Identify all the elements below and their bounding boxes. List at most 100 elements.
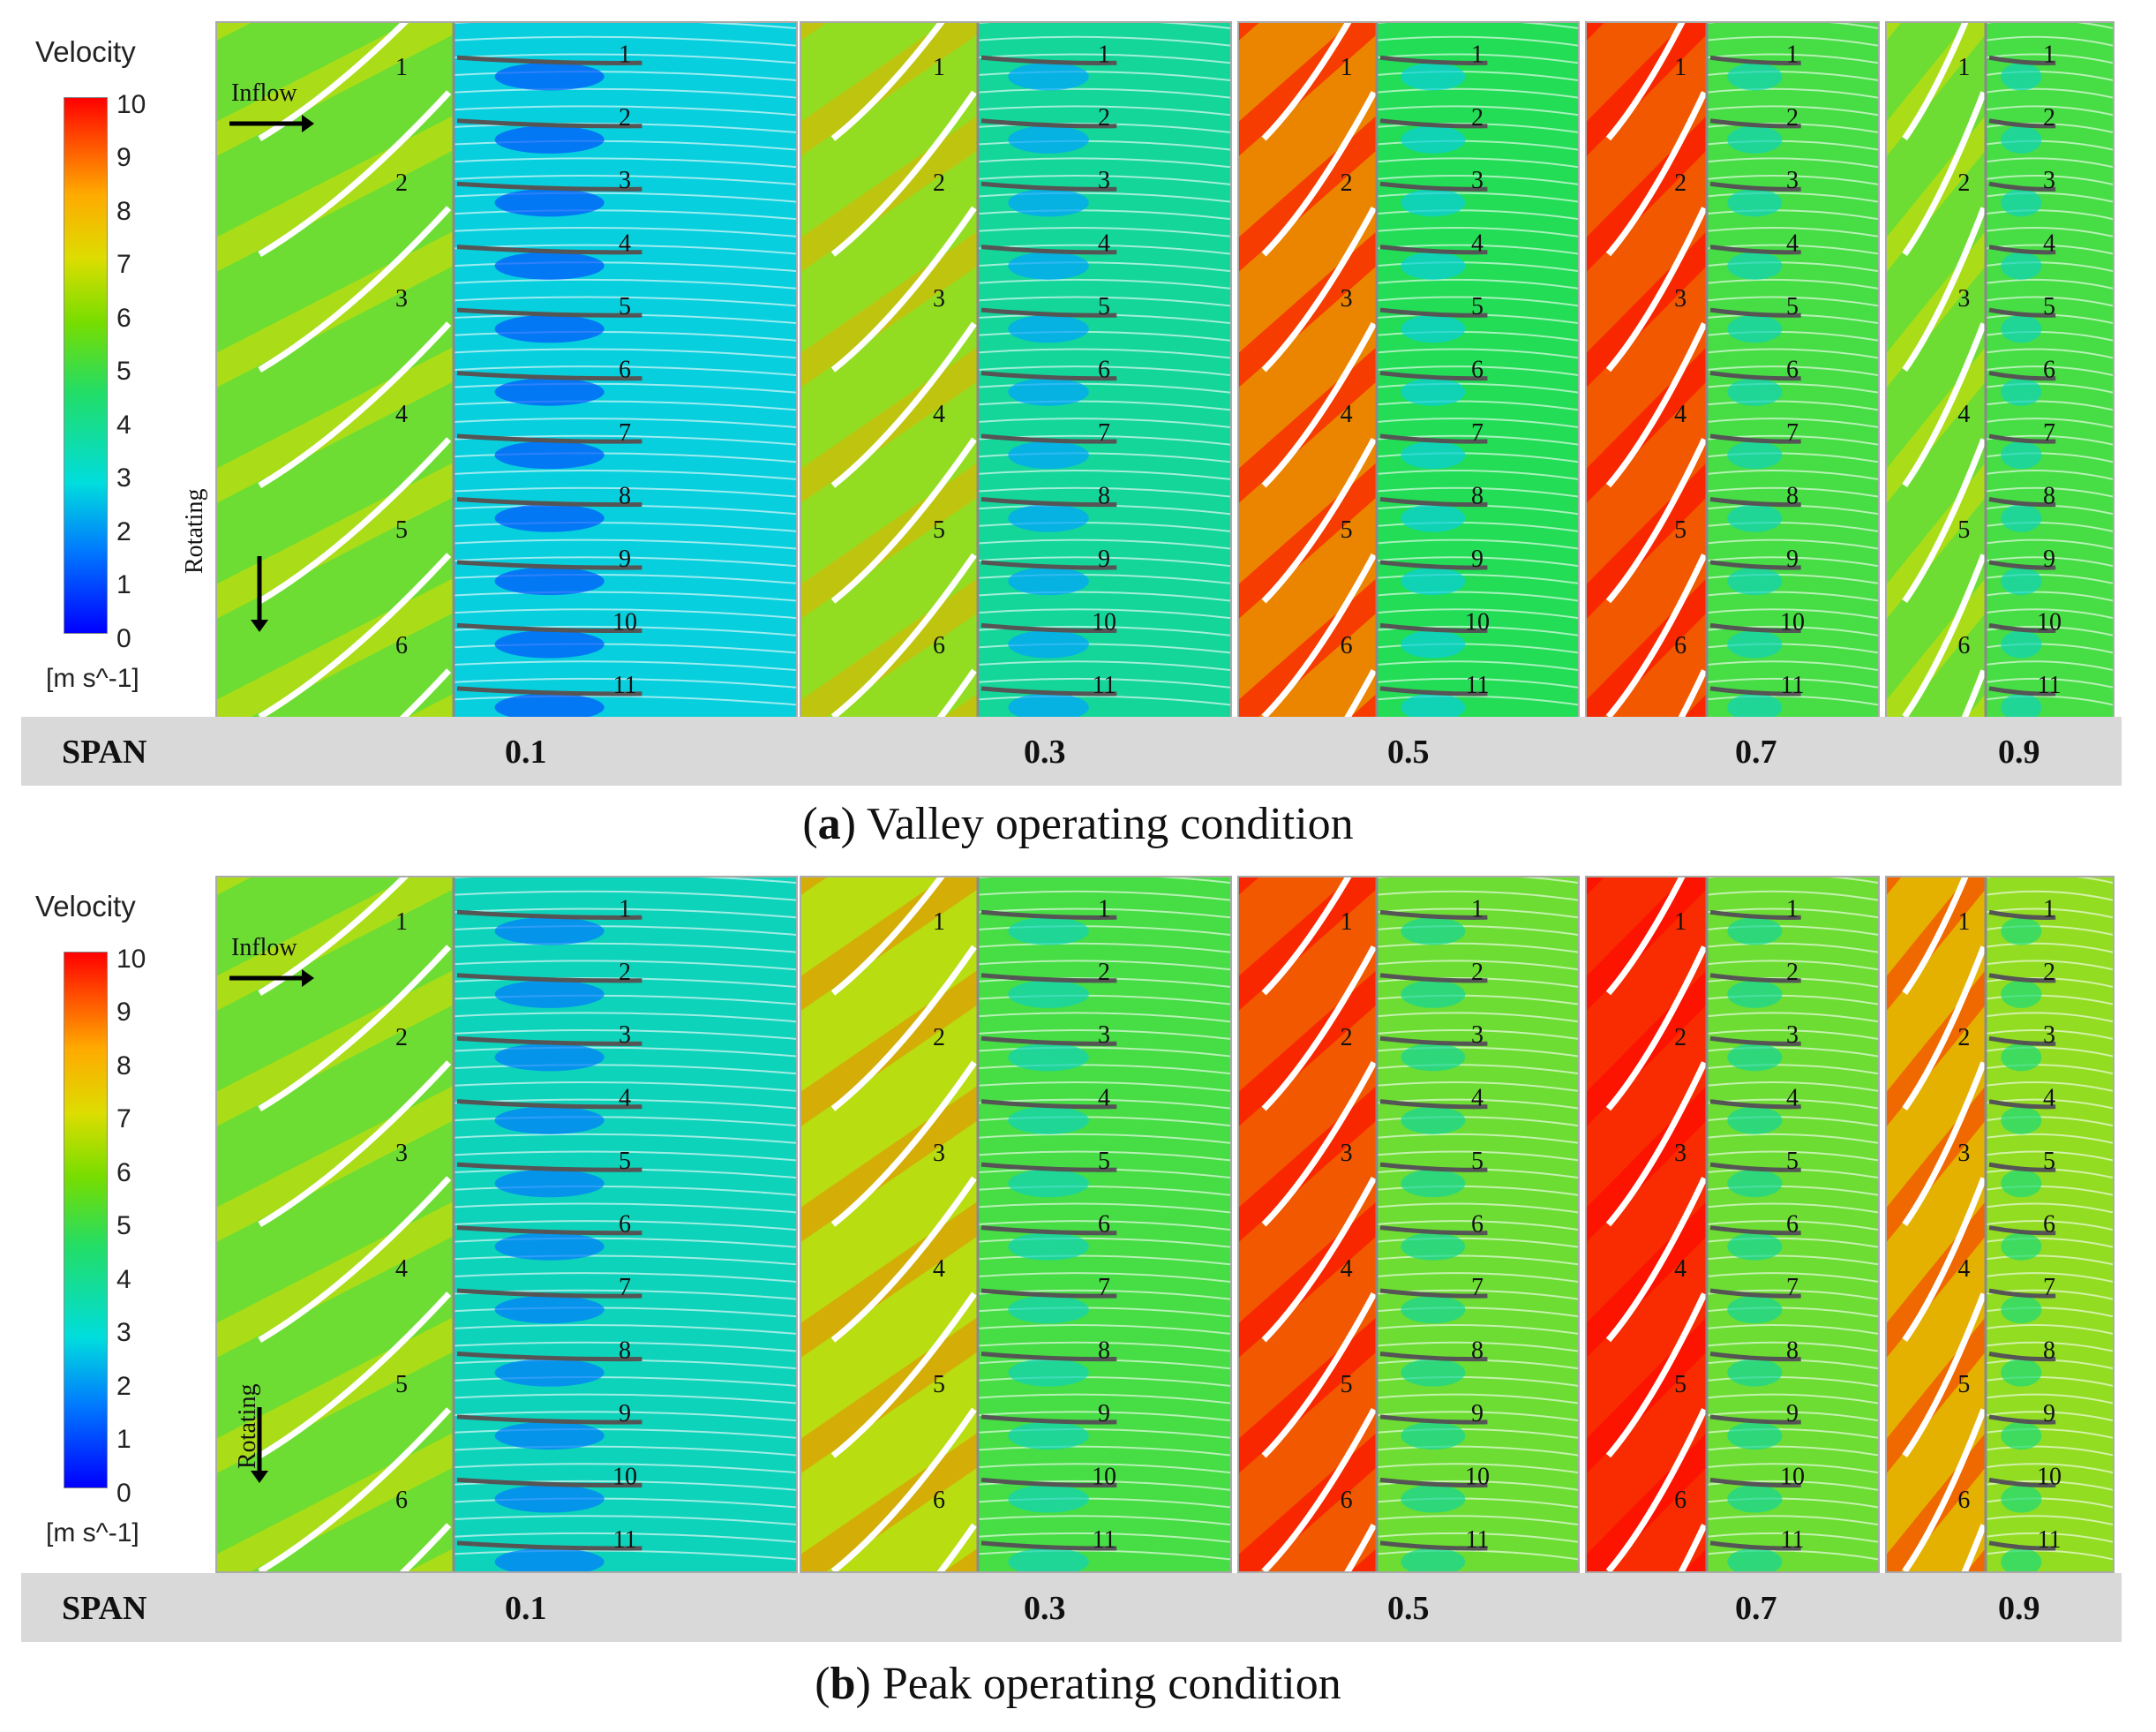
rotor-blade-label: 1 [933,54,945,81]
streamline [1706,1029,1878,1040]
rotor-blade [1261,553,1377,717]
rotor-blade [1605,1408,1708,1571]
separation-vortex [2001,1295,2042,1324]
streamline [1985,677,2113,689]
rotor-high-velocity-band [217,1085,454,1242]
rotor-high-velocity-band [1239,1316,1377,1473]
stator-vane-label: 10 [2037,608,2062,636]
streamline [977,53,1230,64]
streamline [1376,977,1578,988]
separation-vortex [1727,63,1783,91]
separation-vortex [1401,917,1466,945]
streamline [453,35,796,47]
stator-vane-label: 4 [619,230,631,258]
separation-vortex [2001,188,2042,217]
streamline [1376,660,1578,672]
stator-vane-label: 10 [1465,608,1490,636]
rotor-blade-label: 2 [933,169,945,197]
rotor-blade-label: 4 [1957,1255,1970,1283]
streamline [1706,677,1878,689]
streamline [1706,1411,1878,1422]
separation-vortex [1008,1169,1089,1198]
rotor-blade [258,945,452,1112]
rotor-blade [1902,322,1987,488]
stator-vane [1988,307,2056,318]
streamline [977,87,1230,99]
separation-vortex [1401,1169,1466,1198]
streamline [1985,1376,2113,1387]
stator-vane [1379,181,1488,192]
rotor-blade-label: 4 [1674,401,1686,428]
stator-vane-label: 6 [1471,1211,1484,1239]
streamline [1985,330,2113,342]
rotor-blade [830,23,945,141]
separation-vortex [1727,314,1783,343]
stator-vane-label: 1 [1471,41,1484,68]
streamline [1985,1272,2113,1283]
stator-vane-label: 1 [2043,895,2055,922]
separation-vortex [2001,1043,2042,1072]
streamline [1986,877,2113,884]
rotor-blade-label: 6 [395,632,408,659]
stator-vane-label: 5 [1471,293,1484,320]
stator-vane-label: 4 [1471,1085,1484,1112]
streamline [1376,1081,1578,1092]
streamline [453,960,796,971]
rotor-high-velocity-band [801,877,827,895]
colorbar-tick: 8 [116,1051,131,1081]
colorbar-tick: 0 [116,1479,131,1508]
streamline [977,608,1230,620]
rotor-blade [1261,321,1377,488]
separation-vortex [1727,917,1783,945]
stator-vane [1988,1414,2056,1425]
streamline [977,1012,1230,1023]
streamline [1706,382,1878,394]
streamline [453,157,796,169]
streamline [1376,226,1578,237]
stator-vane-label: 9 [1786,1400,1799,1427]
separation-vortex [494,63,605,91]
streamline [977,1341,1230,1352]
streamline [1376,105,1578,117]
rotor-blade-label: 6 [933,1487,945,1514]
stator-vane [1709,245,1801,255]
stator-vane-label: 1 [2043,41,2055,68]
stator-vane [980,371,1117,381]
separation-vortex [1401,1485,1466,1513]
rotor-blade [1961,669,1987,717]
stator-vane-label: 8 [1786,482,1799,509]
streamline [1985,556,2113,568]
rotor-blade [1902,438,1987,604]
rotor-blade-label: 5 [395,1371,408,1398]
streamline [977,677,1230,689]
streamline [453,556,796,568]
stator-vane-label: 7 [2043,419,2055,447]
stator-vane-label: 3 [619,167,631,194]
rotor-blade [258,1407,452,1571]
rotor-high-velocity-band [1239,1085,1377,1242]
streamline [1376,1237,1578,1248]
streamline [1376,53,1578,64]
rotor-blade-label: 2 [395,1024,408,1051]
streamline [453,486,796,498]
streamline [1376,244,1578,255]
legend-title: Velocity [35,35,136,68]
stator-vane-label: 11 [1781,1526,1805,1554]
colorbar-tick: 6 [116,304,131,333]
rotor-high-velocity-band [801,1201,978,1358]
streamline [1706,1150,1878,1162]
stator-vane [1988,118,2056,129]
span-value: 0.7 [1735,1590,1777,1627]
inflow-arrow-icon [229,969,314,987]
streamline [1376,907,1578,919]
rotor-blade-label: 1 [933,908,945,936]
stator-vane-label: 10 [1780,1463,1805,1490]
streamline [1985,139,2113,151]
separation-vortex [1401,630,1466,659]
streamline [977,573,1230,584]
stator-vane-label: 11 [1466,672,1490,699]
streamline [977,522,1230,532]
stator-vane-label: 3 [619,1021,631,1049]
streamline [453,1029,796,1040]
streamline [977,105,1230,117]
